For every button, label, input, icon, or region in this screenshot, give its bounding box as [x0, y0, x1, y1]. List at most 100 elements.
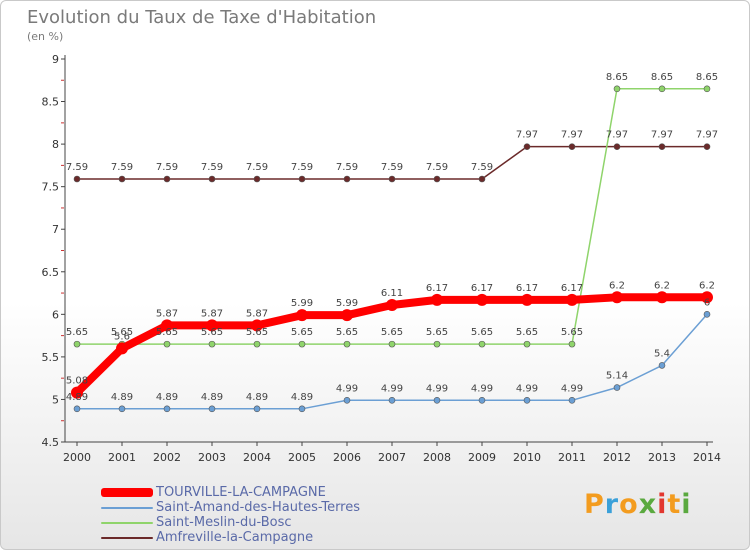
data-label: 5.65 [291, 327, 313, 338]
data-point [523, 340, 531, 348]
data-label: 5.4 [654, 348, 670, 359]
legend-item: TOURVILLE-LA-CAMPAGNE [101, 485, 441, 500]
data-point [163, 340, 171, 348]
y-tick-label: 9 [52, 53, 59, 66]
data-point [73, 340, 81, 348]
series-points [71, 85, 713, 413]
data-label: 7.59 [381, 162, 403, 173]
logo-letter: r [604, 489, 620, 520]
y-tick-label: 7 [52, 223, 59, 236]
data-point [388, 396, 396, 404]
x-tick-label: 2005 [288, 451, 316, 464]
legend-item: Amfreville-la-Campagne [101, 530, 441, 545]
y-tick-label: 8 [52, 138, 59, 151]
x-tick-label: 2009 [468, 451, 496, 464]
data-label: 7.59 [246, 162, 268, 173]
data-label: 4.99 [471, 383, 493, 394]
data-label: 7.97 [696, 130, 718, 141]
data-point [703, 143, 711, 150]
data-label: 5.65 [66, 327, 88, 338]
x-tick-label: 2007 [378, 451, 406, 464]
data-point [703, 311, 711, 318]
data-label: 7.97 [561, 130, 583, 141]
data-label: 4.89 [156, 392, 178, 403]
x-tick-label: 2006 [333, 451, 361, 464]
x-tick-label: 2014 [693, 451, 721, 464]
logo-letter: i [681, 489, 692, 520]
data-label: 7.59 [66, 162, 88, 173]
data-labels: 5.08 5.6 5.87 5.87 5.87 5.99 5.99 6.11 6.17 6.17 6… [66, 72, 718, 403]
data-label: 7.59 [291, 162, 313, 173]
data-point [658, 143, 666, 150]
data-point [298, 340, 306, 348]
data-label: 7.97 [651, 130, 673, 141]
data-point [431, 293, 443, 306]
logo-letter: P [584, 489, 605, 520]
data-point [521, 293, 533, 306]
data-point [613, 384, 621, 391]
data-label: 4.99 [336, 383, 358, 394]
legend-swatch [101, 488, 153, 497]
data-point [566, 293, 578, 306]
data-label: 7.97 [516, 130, 538, 141]
data-point [73, 175, 81, 183]
data-label: 6.2 [654, 280, 670, 291]
data-label: 5.65 [516, 327, 538, 338]
data-label: 8.65 [696, 72, 718, 83]
data-point [568, 143, 576, 150]
data-point [118, 175, 126, 183]
data-point [478, 175, 486, 183]
data-label: 5.14 [606, 371, 628, 382]
data-point [523, 396, 531, 404]
data-point [161, 319, 173, 332]
data-label: 7.59 [156, 162, 178, 173]
data-point [478, 340, 486, 348]
legend-label: Amfreville-la-Campagne [156, 530, 314, 545]
data-point [253, 405, 261, 413]
data-point [298, 405, 306, 413]
y-tick-label: 8.5 [42, 96, 60, 109]
data-label: 5.65 [111, 327, 133, 338]
data-label: 4.89 [66, 392, 88, 403]
chart-subtitle: (en %) [27, 30, 64, 43]
data-point [116, 342, 128, 355]
chart-title: Evolution du Taux de Taxe d'Habitation [27, 7, 377, 28]
x-tick-label: 2008 [423, 451, 451, 464]
data-point [658, 362, 666, 369]
data-point [253, 175, 261, 183]
legend-swatch [101, 522, 153, 524]
data-point [656, 291, 668, 304]
data-point [341, 309, 353, 322]
data-point [343, 175, 351, 183]
data-point [701, 291, 713, 304]
y-tick-label: 4.5 [42, 436, 60, 449]
data-label: 7.59 [201, 162, 223, 173]
logo-letter: o [619, 489, 639, 520]
data-label: 5.65 [246, 327, 268, 338]
data-label: 5.65 [426, 327, 448, 338]
data-point [163, 175, 171, 183]
data-label: 5.65 [471, 327, 493, 338]
data-point [253, 340, 261, 348]
data-label: 5.87 [201, 308, 223, 319]
data-label: 7.59 [336, 162, 358, 173]
data-label: 5.08 [66, 376, 88, 387]
legend-swatch [101, 507, 153, 509]
data-point [206, 319, 218, 332]
data-label: 8.65 [606, 72, 628, 83]
y-tick-label: 6.5 [42, 266, 60, 279]
data-label: 7.97 [606, 130, 628, 141]
data-point [433, 175, 441, 183]
data-point [343, 396, 351, 404]
data-label: 5.65 [561, 327, 583, 338]
data-point [478, 396, 486, 404]
data-point [388, 340, 396, 348]
data-label: 5.87 [246, 308, 268, 319]
data-label: 7.59 [111, 162, 133, 173]
data-label: 7.59 [426, 162, 448, 173]
data-point [388, 175, 396, 183]
data-point [568, 340, 576, 348]
x-tick-label: 2011 [558, 451, 586, 464]
data-point [73, 405, 81, 413]
